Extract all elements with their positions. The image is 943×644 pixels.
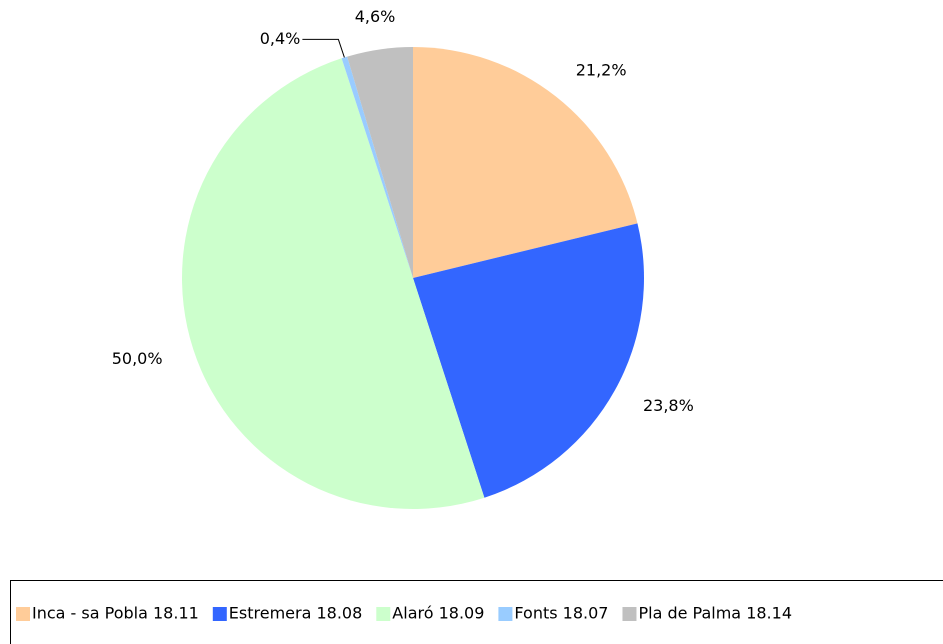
data-label: 4,6%	[355, 7, 396, 26]
pie-slice	[413, 223, 644, 498]
pie-slice	[341, 56, 413, 278]
legend-box	[10, 580, 943, 644]
legend-label: Alaró 18.09	[392, 604, 484, 623]
legend-swatch	[498, 607, 513, 621]
legend-label: Pla de Palma 18.14	[638, 604, 792, 623]
legend-label: Estremera 18.08	[229, 604, 363, 623]
pie-slice	[182, 58, 485, 510]
legend-swatch	[622, 607, 637, 621]
legend-swatch	[376, 607, 391, 621]
data-label: 23,8%	[643, 396, 694, 415]
data-label: 21,2%	[576, 60, 627, 79]
legend-label: Inca - sa Pobla 18.11	[32, 604, 199, 623]
legend-label: Fonts 18.07	[514, 604, 608, 623]
pie-slice	[347, 47, 413, 278]
data-label: 50,0%	[112, 349, 163, 368]
leader-line	[302, 38, 345, 58]
legend-swatch	[212, 607, 227, 621]
data-label: 0,4%	[260, 29, 301, 48]
legend-swatch	[16, 607, 30, 621]
pie-slice	[413, 47, 638, 278]
